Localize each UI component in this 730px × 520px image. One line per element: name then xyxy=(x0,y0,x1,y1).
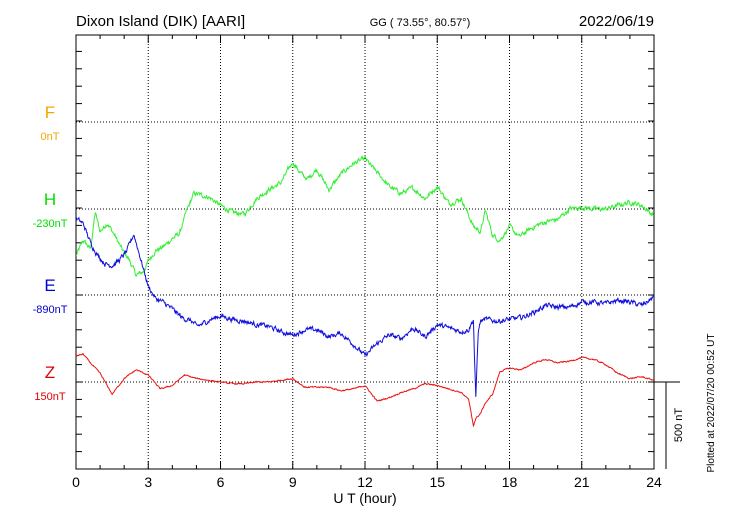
component-labels: F 0nT H -230nT E -890nT Z 150nT xyxy=(33,103,68,403)
component-letter-H: H xyxy=(44,190,56,209)
scale-bar: 500 nT xyxy=(654,381,685,469)
x-tick-label-6: 6 xyxy=(217,474,225,490)
trace-H xyxy=(75,155,655,277)
x-tick-label-21: 21 xyxy=(574,474,590,490)
component-letter-E: E xyxy=(44,276,55,295)
x-tick-label-12: 12 xyxy=(357,474,373,490)
plotted-timestamp: Plotted at 2022/07/20 00:52 UT xyxy=(706,334,717,473)
data-traces xyxy=(75,155,655,428)
x-tick-label-15: 15 xyxy=(429,474,445,490)
trace-Z xyxy=(75,352,655,428)
x-tick-label-9: 9 xyxy=(289,474,297,490)
scale-bar-label: 500 nT xyxy=(673,408,685,443)
trace-E xyxy=(75,216,655,397)
x-tick-labels: 0 3 6 9 12 15 18 21 24 xyxy=(72,474,662,490)
x-tick-label-0: 0 xyxy=(72,474,80,490)
station-title: Dixon Island (DIK) [AARI] xyxy=(76,13,245,30)
station-coordinates: GG ( 73.55°, 80.57°) xyxy=(370,17,471,29)
plot-grid xyxy=(76,35,654,469)
component-baseline-Z: 150nT xyxy=(34,391,65,403)
x-tick-label-3: 3 xyxy=(144,474,152,490)
x-tick-label-24: 24 xyxy=(646,474,662,490)
x-axis-label: U T (hour) xyxy=(333,490,396,506)
component-baseline-F: 0nT xyxy=(41,131,60,143)
component-baseline-E: -890nT xyxy=(33,304,68,316)
plot-date: 2022/06/19 xyxy=(579,13,654,30)
component-letter-Z: Z xyxy=(45,363,55,382)
component-baseline-H: -230nT xyxy=(33,218,68,230)
axis-ticks xyxy=(75,35,655,470)
component-letter-F: F xyxy=(45,103,55,122)
x-tick-label-18: 18 xyxy=(502,474,518,490)
